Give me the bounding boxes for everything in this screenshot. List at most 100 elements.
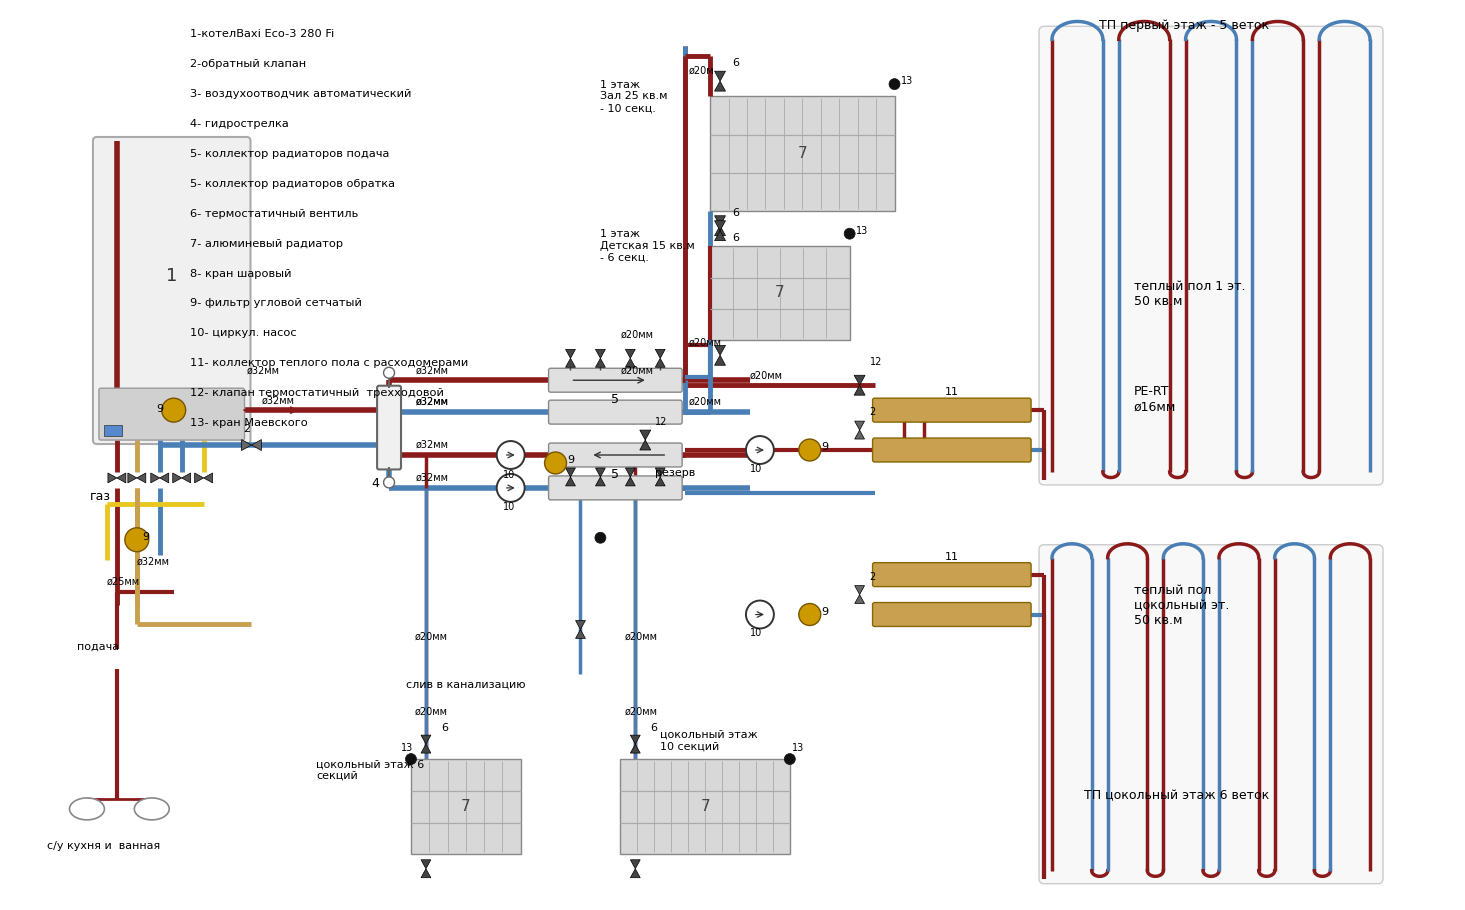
Text: 5: 5 bbox=[611, 468, 620, 480]
Polygon shape bbox=[420, 860, 431, 869]
Polygon shape bbox=[136, 473, 146, 483]
Text: ø20мм: ø20мм bbox=[620, 329, 653, 339]
Polygon shape bbox=[655, 359, 665, 368]
Polygon shape bbox=[420, 869, 431, 878]
Polygon shape bbox=[655, 349, 665, 359]
Polygon shape bbox=[242, 440, 252, 450]
Text: ø20мм: ø20мм bbox=[750, 370, 782, 380]
Text: PE-RT
ø16мм: PE-RT ø16мм bbox=[1134, 385, 1176, 413]
Text: 4: 4 bbox=[371, 478, 379, 490]
Ellipse shape bbox=[135, 798, 170, 820]
Polygon shape bbox=[127, 473, 136, 483]
FancyBboxPatch shape bbox=[548, 400, 683, 424]
Text: с/у кухня и  ванная: с/у кухня и ванная bbox=[47, 841, 160, 851]
Text: ø20мм: ø20мм bbox=[620, 365, 653, 375]
Text: 6- термостатичный вентиль: 6- термостатичный вентиль bbox=[189, 208, 357, 218]
Text: 6: 6 bbox=[732, 207, 738, 217]
Text: 10: 10 bbox=[502, 501, 516, 511]
Text: ø32мм: ø32мм bbox=[416, 440, 448, 450]
Polygon shape bbox=[655, 468, 665, 477]
Circle shape bbox=[161, 399, 186, 422]
Text: цокольный этаж
10 секций: цокольный этаж 10 секций bbox=[661, 730, 757, 751]
Text: ø20мм: ø20мм bbox=[689, 397, 722, 407]
Polygon shape bbox=[420, 744, 431, 753]
Text: 13: 13 bbox=[901, 76, 913, 86]
Polygon shape bbox=[576, 630, 586, 639]
FancyBboxPatch shape bbox=[873, 602, 1031, 626]
Text: ø20мм: ø20мм bbox=[415, 706, 448, 716]
Text: 6: 6 bbox=[441, 723, 448, 733]
Text: 13: 13 bbox=[401, 743, 413, 753]
Text: цокольный этаж 6
секций: цокольный этаж 6 секций bbox=[316, 760, 425, 781]
Text: теплый пол 1 эт.
50 кв.м: теплый пол 1 эт. 50 кв.м bbox=[1134, 280, 1245, 308]
Text: ø20мм: ø20мм bbox=[415, 632, 448, 642]
Text: 7: 7 bbox=[797, 146, 807, 161]
Text: ø32мм: ø32мм bbox=[416, 473, 448, 483]
Polygon shape bbox=[420, 735, 431, 744]
FancyBboxPatch shape bbox=[711, 246, 850, 340]
Polygon shape bbox=[715, 345, 725, 355]
Polygon shape bbox=[576, 621, 586, 630]
Text: 12: 12 bbox=[870, 358, 882, 368]
Circle shape bbox=[746, 436, 774, 464]
Text: 9: 9 bbox=[157, 404, 164, 414]
Polygon shape bbox=[715, 216, 725, 226]
Polygon shape bbox=[640, 430, 650, 440]
Polygon shape bbox=[108, 473, 117, 483]
Text: 2-обратный клапан: 2-обратный клапан bbox=[189, 59, 306, 69]
Text: ø32мм: ø32мм bbox=[416, 397, 448, 407]
Text: 6: 6 bbox=[732, 233, 738, 243]
Text: 5: 5 bbox=[611, 393, 620, 406]
Polygon shape bbox=[565, 349, 576, 359]
Text: 7- алюминевый радиатор: 7- алюминевый радиатор bbox=[189, 238, 343, 248]
Text: 1 этаж
Зал 25 кв.м
- 10 секц.: 1 этаж Зал 25 кв.м - 10 секц. bbox=[601, 80, 668, 113]
Text: 5- коллектор радиаторов подача: 5- коллектор радиаторов подача bbox=[189, 149, 390, 159]
Text: ø20мм: ø20мм bbox=[624, 632, 658, 642]
Text: теплый пол
цокольный эт.
50 кв.м: теплый пол цокольный эт. 50 кв.м bbox=[1134, 584, 1229, 628]
Polygon shape bbox=[626, 349, 636, 359]
Text: ø20м: ø20м bbox=[689, 66, 715, 76]
Text: 2: 2 bbox=[243, 424, 251, 434]
Polygon shape bbox=[715, 221, 725, 231]
Text: 9- фильтр угловой сетчатый: 9- фильтр угловой сетчатый bbox=[189, 298, 362, 308]
Text: слив в канализацию: слив в канализацию bbox=[406, 679, 526, 689]
FancyBboxPatch shape bbox=[873, 399, 1031, 422]
Polygon shape bbox=[854, 375, 866, 385]
Polygon shape bbox=[626, 359, 636, 368]
FancyBboxPatch shape bbox=[711, 96, 895, 211]
FancyBboxPatch shape bbox=[100, 389, 245, 440]
Circle shape bbox=[798, 603, 820, 625]
Text: ø32мм: ø32мм bbox=[136, 557, 170, 567]
Circle shape bbox=[784, 753, 795, 764]
Text: 13- кран Маевского: 13- кран Маевского bbox=[189, 418, 308, 428]
Polygon shape bbox=[160, 473, 168, 483]
Polygon shape bbox=[630, 869, 640, 878]
FancyBboxPatch shape bbox=[548, 476, 683, 500]
Text: 12: 12 bbox=[655, 417, 668, 427]
Text: 11: 11 bbox=[945, 387, 958, 397]
Text: 6: 6 bbox=[650, 723, 658, 733]
Text: 7: 7 bbox=[775, 286, 785, 300]
FancyBboxPatch shape bbox=[548, 443, 683, 467]
Polygon shape bbox=[715, 355, 725, 365]
Polygon shape bbox=[595, 359, 605, 368]
Text: подача: подача bbox=[78, 642, 119, 652]
Text: 1: 1 bbox=[166, 267, 177, 285]
Text: 10: 10 bbox=[750, 464, 762, 474]
Circle shape bbox=[125, 528, 149, 551]
Polygon shape bbox=[195, 473, 204, 483]
Text: 1 этаж
Детская 15 кв.м
- 6 секц.: 1 этаж Детская 15 кв.м - 6 секц. bbox=[601, 229, 696, 263]
Text: 7: 7 bbox=[461, 799, 470, 814]
FancyBboxPatch shape bbox=[548, 369, 683, 392]
FancyBboxPatch shape bbox=[104, 425, 122, 436]
Polygon shape bbox=[626, 477, 636, 486]
FancyBboxPatch shape bbox=[873, 438, 1031, 462]
Text: ø25мм: ø25мм bbox=[107, 577, 141, 587]
Text: 9: 9 bbox=[822, 606, 829, 616]
Circle shape bbox=[497, 474, 524, 501]
Text: 9: 9 bbox=[142, 531, 149, 541]
Text: 10: 10 bbox=[502, 470, 516, 480]
Text: 12- клапан термостатичный  трехходовой: 12- клапан термостатичный трехходовой bbox=[189, 389, 444, 399]
Text: 13: 13 bbox=[856, 226, 867, 236]
Polygon shape bbox=[565, 468, 576, 477]
